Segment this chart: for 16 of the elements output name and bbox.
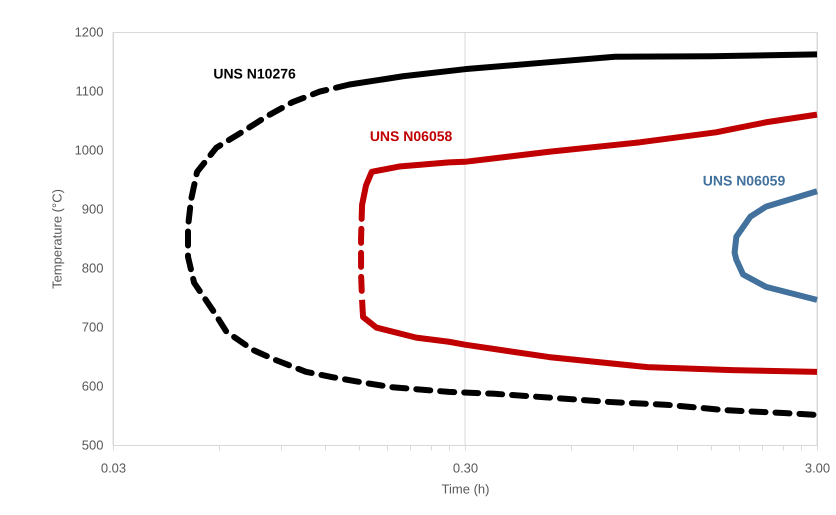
y-tick-label: 700 [82,320,104,334]
y-tick-label: 900 [82,202,104,216]
x-axis-title: Time (h) [442,482,490,496]
y-tick-label: 600 [82,378,104,394]
y-axis-title: Temperature (°C) [50,189,65,289]
x-tick-label: 0.03 [100,460,126,476]
y-tick-label: 1000 [74,142,104,158]
text: UNS N10276 [213,66,296,82]
x-tick-label: 0.30 [452,460,478,476]
y-tick-label: 1200 [74,24,104,40]
x-tick-label: 3.00 [804,460,830,476]
series-label: UNS N06058 [370,128,453,144]
y-tick-label: 800 [82,260,104,276]
y-tick-label: 1100 [76,84,104,98]
series-label: UNS N06059 [702,172,786,188]
y-tick-label: 500 [82,438,104,452]
